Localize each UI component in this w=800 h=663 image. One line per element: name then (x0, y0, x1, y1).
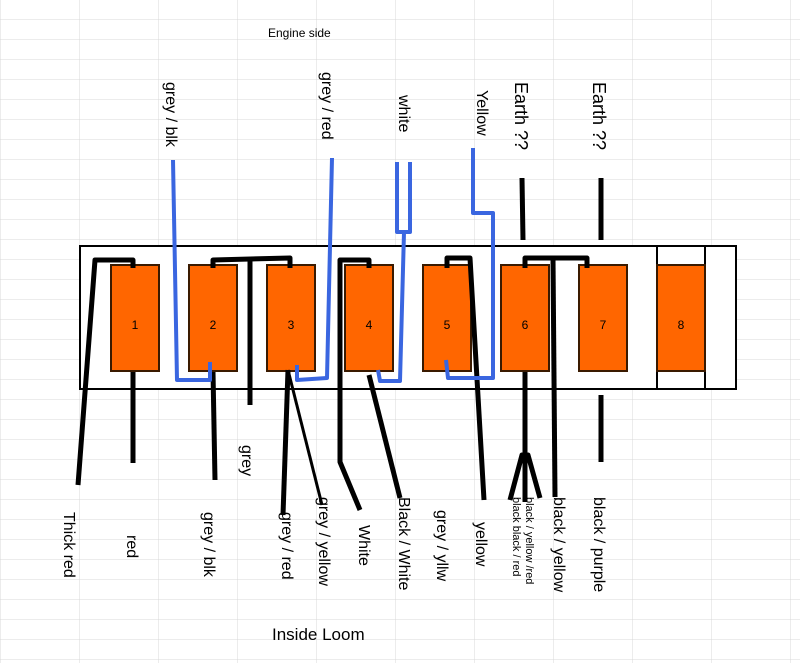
fuse-number: 4 (366, 318, 373, 332)
bottom-labels: Thick red red grey grey / blk grey / red… (60, 445, 607, 593)
fuse-number: 6 (522, 318, 529, 332)
wire (507, 452, 543, 501)
title: Engine side (268, 26, 331, 40)
wire (519, 177, 526, 241)
wire (444, 148, 495, 380)
wire-label: grey / yellow (315, 497, 332, 586)
fuse (578, 264, 628, 372)
wire-label: yellow (472, 522, 489, 567)
wire (171, 159, 212, 382)
fuse-number: 1 (132, 318, 139, 332)
wire-label: red (123, 535, 140, 558)
wire-label: grey / yllw (433, 510, 450, 582)
fuse (110, 264, 160, 372)
fuses: 1 2 3 4 5 6 7 8 (110, 264, 706, 372)
fuse (344, 264, 394, 372)
wire (286, 369, 324, 506)
wire (366, 374, 403, 499)
wire-label: grey / blk (200, 512, 217, 578)
wire-label: Black / White (395, 497, 412, 590)
wire (295, 157, 334, 382)
wire-label: white (395, 94, 412, 132)
wire (337, 257, 372, 511)
fuse (656, 264, 706, 372)
wire-label: black / purple (590, 497, 607, 592)
fuse-number: 5 (444, 318, 451, 332)
footer: Inside Loom (272, 625, 365, 644)
wire-label: grey / red (318, 72, 335, 140)
wire (550, 257, 558, 498)
top-labels: grey / blk grey / red white Yellow Earth… (162, 72, 609, 150)
wire (280, 369, 291, 516)
fuse (266, 264, 316, 372)
fuse-number: 3 (288, 318, 295, 332)
fuse-number: 8 (678, 318, 685, 332)
wire-label: Earth ?? (511, 82, 531, 150)
wire-label: black black / red (510, 497, 522, 576)
wire-label: black / yellow (550, 497, 567, 593)
wire (376, 231, 406, 383)
wire-label: grey / red (278, 512, 295, 580)
wire-label: grey (238, 445, 255, 476)
fuse-number: 2 (210, 318, 217, 332)
wire (210, 371, 218, 481)
fuse (422, 264, 472, 372)
wire-label: White (355, 525, 372, 566)
wire (522, 255, 590, 268)
wire-label: black / yellow /red (523, 497, 535, 584)
fuse (188, 264, 238, 372)
wire (75, 257, 136, 486)
wire-label: Earth ?? (589, 82, 609, 150)
wire-label: Thick red (60, 512, 77, 578)
blue-wires (171, 148, 495, 383)
wire-label: grey / blk (162, 82, 179, 148)
fuse-number: 7 (600, 318, 607, 332)
wire-label: Yellow (473, 90, 490, 136)
